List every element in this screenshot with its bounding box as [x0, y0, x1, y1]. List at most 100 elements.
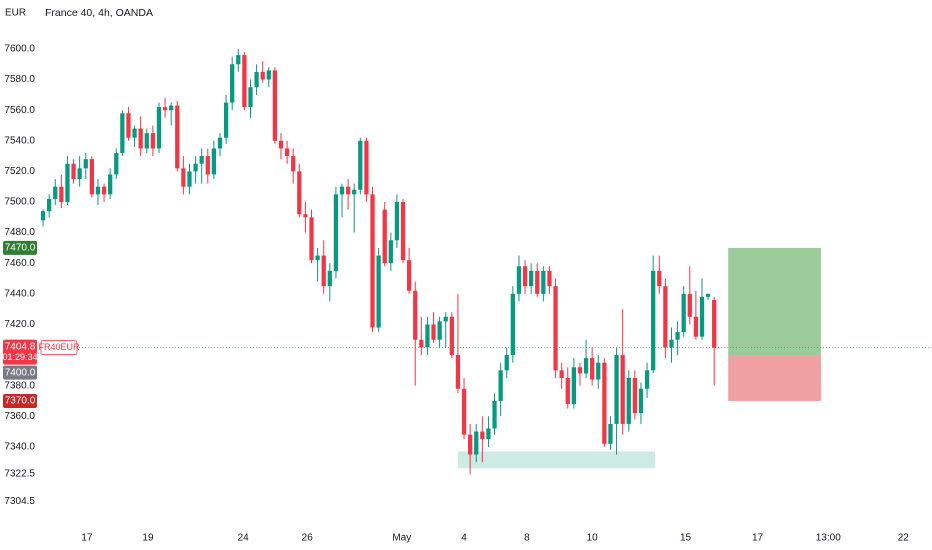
chart-title: France 40, 4h, OANDA: [45, 7, 153, 19]
target-label: 7470.0: [5, 243, 36, 254]
candle-body: [284, 148, 290, 157]
candle-body: [248, 87, 253, 108]
loss-zone: [728, 355, 821, 401]
candle-body: [352, 189, 357, 195]
candle-body: [150, 133, 156, 149]
x-tick-label: 17: [752, 533, 764, 544]
candle-body: [559, 370, 564, 378]
candle-body: [162, 107, 168, 111]
candle-body: [394, 202, 400, 241]
y-tick-label: 7580.0: [4, 74, 35, 85]
candle-body: [571, 367, 576, 405]
candle-body: [602, 362, 607, 444]
candle-body: [278, 140, 284, 149]
y-tick-label: 7460.0: [4, 258, 35, 269]
candle-body: [382, 209, 387, 264]
candle-body: [712, 299, 717, 348]
candle-body: [431, 324, 436, 340]
candle-body: [449, 316, 454, 356]
y-tick-label: 7322.5: [4, 468, 35, 479]
candle-body: [516, 266, 522, 294]
candle-body: [492, 400, 497, 429]
candle-body: [53, 186, 58, 199]
candle-body: [181, 168, 186, 187]
candle-body: [95, 186, 101, 195]
candle-body: [59, 186, 64, 203]
candle-body: [590, 358, 595, 380]
entry-box: [3, 365, 37, 380]
support-zone: [457, 451, 656, 469]
candle-body: [187, 171, 192, 187]
candle-body: [339, 186, 345, 195]
candle-body: [400, 202, 406, 261]
y-tick-label: 7500.0: [4, 197, 35, 208]
currency-label: EUR: [5, 8, 26, 19]
candle-body: [65, 163, 70, 203]
candle-body: [553, 286, 558, 371]
candle-body: [309, 217, 314, 261]
y-tick-label: 7560.0: [4, 105, 35, 116]
y-tick-label: 7304.5: [4, 496, 35, 507]
last-price-label: 7404.8: [5, 341, 36, 352]
candle-body: [480, 431, 485, 440]
candle-body: [254, 71, 259, 88]
candle-body: [522, 266, 528, 287]
target-box: [3, 240, 37, 255]
candle-body: [529, 270, 534, 287]
candle-body: [333, 194, 339, 271]
candle-body: [199, 156, 204, 164]
profit-zone: [728, 247, 821, 356]
candle-body: [358, 140, 363, 190]
candle-body: [632, 377, 638, 414]
candle-body: [687, 293, 692, 317]
y-tick-label: 7380.0: [4, 380, 35, 391]
x-tick-label: 10: [587, 533, 599, 544]
x-tick-label: 26: [302, 533, 314, 544]
candle-body: [663, 286, 668, 348]
y-tick-label: 7600.0: [4, 44, 35, 55]
candle-body: [114, 153, 119, 175]
candle-body: [193, 163, 198, 172]
candle-body: [83, 159, 88, 169]
candle-body: [144, 133, 149, 149]
candle-body: [388, 240, 393, 264]
y-tick-label: 7420.0: [4, 319, 35, 330]
candle-body: [638, 388, 644, 414]
candle-body: [510, 293, 515, 356]
candle-body: [468, 434, 473, 455]
y-tick-label: 7440.0: [4, 288, 35, 299]
candle-body: [583, 358, 589, 374]
candle-body: [681, 293, 686, 333]
candle-body: [504, 355, 509, 371]
candle-body: [101, 186, 107, 195]
x-tick-label: 13:00: [816, 533, 841, 544]
candle-body: [77, 168, 82, 180]
candle-body: [126, 113, 131, 138]
candle-body: [651, 270, 656, 371]
candle-body: [461, 388, 467, 435]
candle-body: [565, 377, 570, 405]
candle-body: [40, 211, 46, 221]
candle-body: [303, 214, 308, 218]
candle-body: [413, 290, 418, 340]
candle-body: [535, 270, 540, 294]
candle-body: [260, 71, 265, 80]
candle-body: [321, 255, 326, 287]
candle-body: [620, 355, 625, 424]
y-tick-label: 7520.0: [4, 166, 35, 177]
candle-body: [419, 339, 424, 348]
candle-body: [644, 370, 650, 389]
candle-body: [108, 174, 113, 195]
stop-label: 7370.0: [5, 396, 36, 407]
candle-body: [89, 159, 94, 195]
x-tick-label: 15: [680, 533, 692, 544]
candle-body: [266, 70, 271, 80]
candle-body: [406, 260, 412, 291]
candle-body: [156, 107, 162, 149]
candle-body: [297, 171, 302, 215]
x-tick-label: 8: [524, 533, 530, 544]
candle-body: [223, 102, 229, 138]
candle-body: [486, 428, 491, 440]
y-tick-label: 7540.0: [4, 135, 35, 146]
